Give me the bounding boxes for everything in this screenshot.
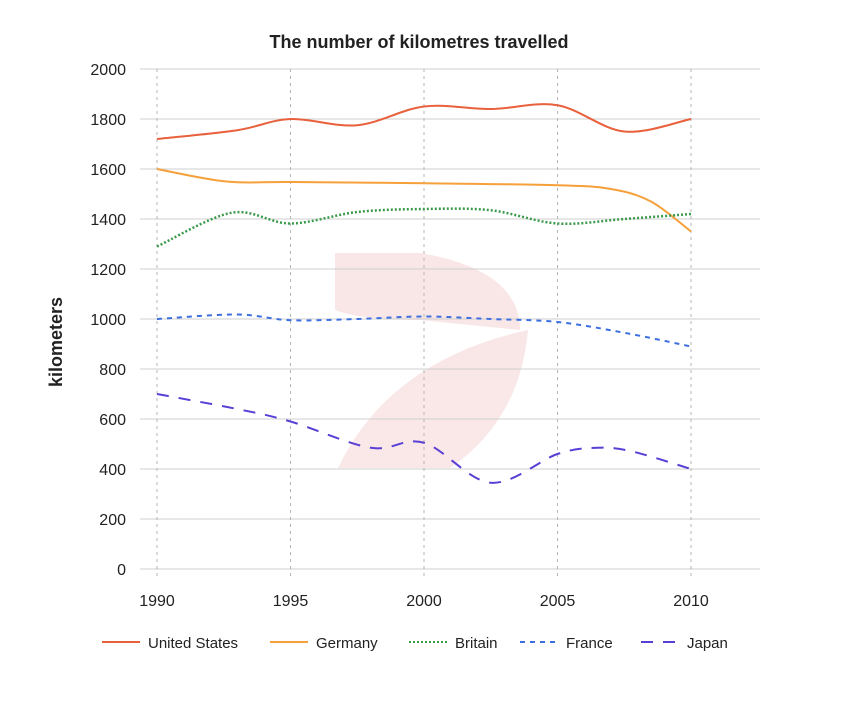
y-tick-label: 1000 (90, 312, 126, 329)
series-line-united-states (156, 103, 692, 140)
chart-title: The number of kilometres travelled (269, 32, 568, 52)
x-tick-label: 2005 (540, 593, 576, 610)
y-tick-label: 600 (99, 412, 126, 429)
y-axis-label: kilometers (46, 297, 66, 387)
legend-label: Britain (455, 635, 498, 652)
tick-labels: 0 200 400 600 800 1000 1200 1400 1600 1800 2000 199… (90, 62, 708, 610)
x-tick-label: 1990 (139, 593, 175, 610)
series-line-britain (156, 207, 692, 248)
y-tick-label: 0 (117, 562, 126, 579)
y-tick-label: 400 (99, 462, 126, 479)
y-tick-label: 200 (99, 512, 126, 529)
y-tick-label: 1600 (90, 162, 126, 179)
legend: United States Germany Britain France Japan (102, 635, 728, 652)
legend-label: France (566, 635, 613, 652)
legend-label: Japan (687, 635, 728, 652)
series-line-germany (156, 168, 692, 233)
y-tick-label: 1200 (90, 262, 126, 279)
legend-label: United States (148, 635, 238, 652)
legend-label: Germany (316, 635, 378, 652)
y-tick-label: 800 (99, 362, 126, 379)
y-tick-label: 1400 (90, 212, 126, 229)
y-tick-label: 1800 (90, 112, 126, 129)
watermark-logo (335, 253, 528, 468)
x-tick-label: 2000 (406, 593, 442, 610)
series-lines (156, 103, 692, 484)
x-tick-label: 1995 (273, 593, 309, 610)
x-tick-label: 2010 (673, 593, 709, 610)
y-tick-label: 2000 (90, 62, 126, 79)
